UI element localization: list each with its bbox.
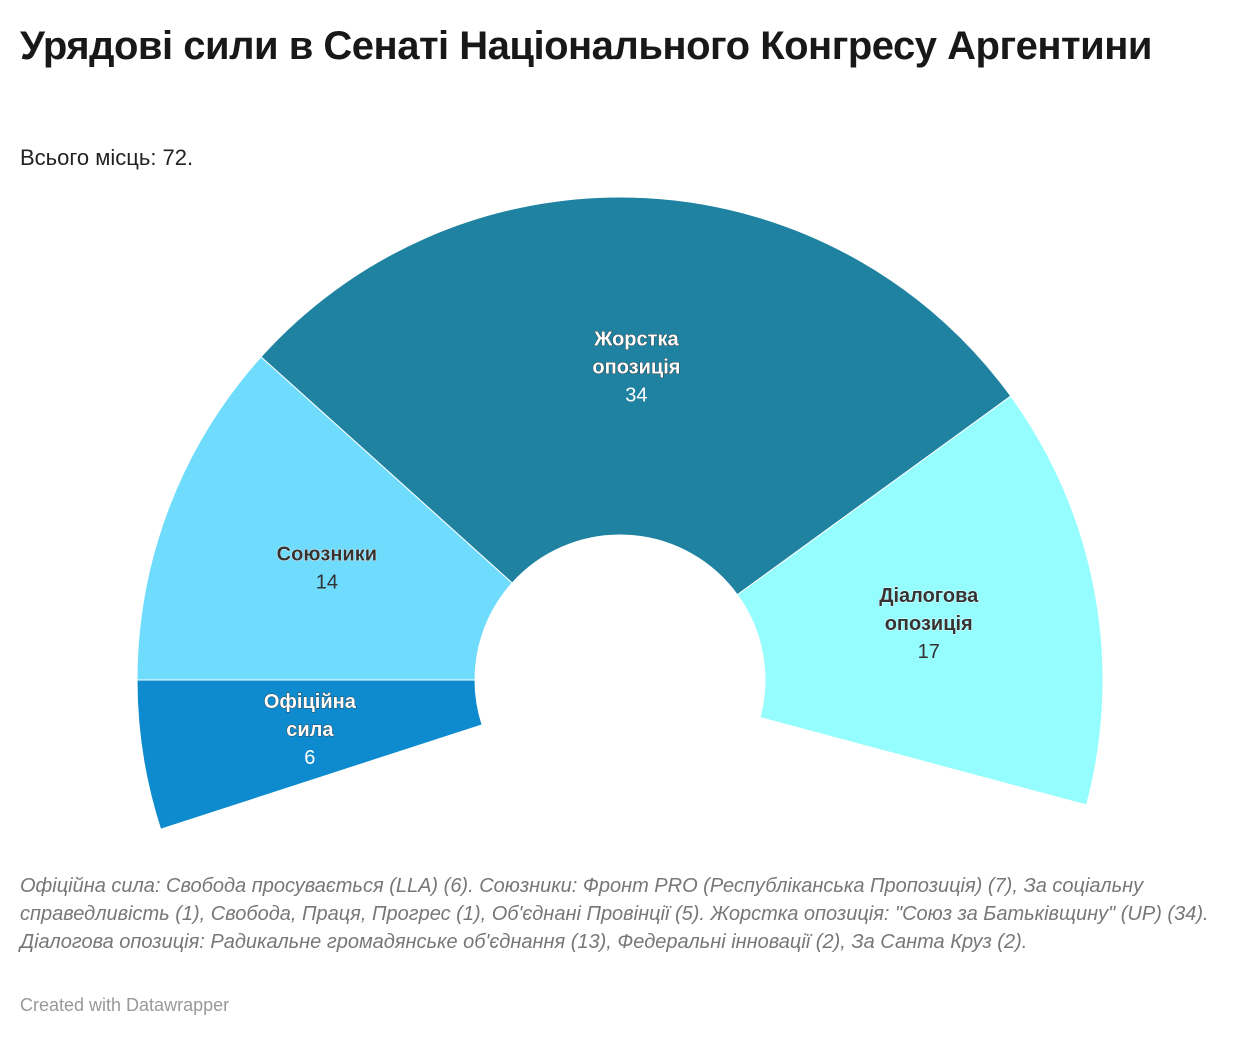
slice-label: Союзники — [277, 543, 377, 565]
chart-title: Урядові сили в Сенаті Національного Конг… — [20, 24, 1152, 68]
chart-notes: Офіційна сила: Свобода просувається (LLA… — [20, 875, 1209, 953]
slice-label: Діалогова — [879, 585, 979, 607]
chart-subtitle: Всього місць: 72. — [20, 145, 194, 170]
slice-label: опозиція — [885, 613, 973, 635]
donut-chart: Офіційна сила 6 Союзники 14 Жорстка опозиція 34… — [136, 196, 1104, 830]
slice-3[interactable] — [736, 395, 1104, 806]
credit-link[interactable]: Created with Datawrapper — [20, 995, 230, 1015]
slice-label: Офіційна — [264, 691, 357, 713]
slice-value: 17 — [918, 641, 940, 663]
slice-label: опозиція — [592, 356, 680, 378]
slice-2[interactable] — [260, 196, 1012, 596]
slice-1[interactable] — [136, 356, 513, 681]
slice-label: сила — [286, 719, 334, 741]
slice-value: 6 — [304, 747, 315, 769]
slice-label: Жорстка — [593, 328, 679, 350]
slice-value: 34 — [625, 384, 647, 406]
slice-value: 14 — [316, 571, 338, 593]
